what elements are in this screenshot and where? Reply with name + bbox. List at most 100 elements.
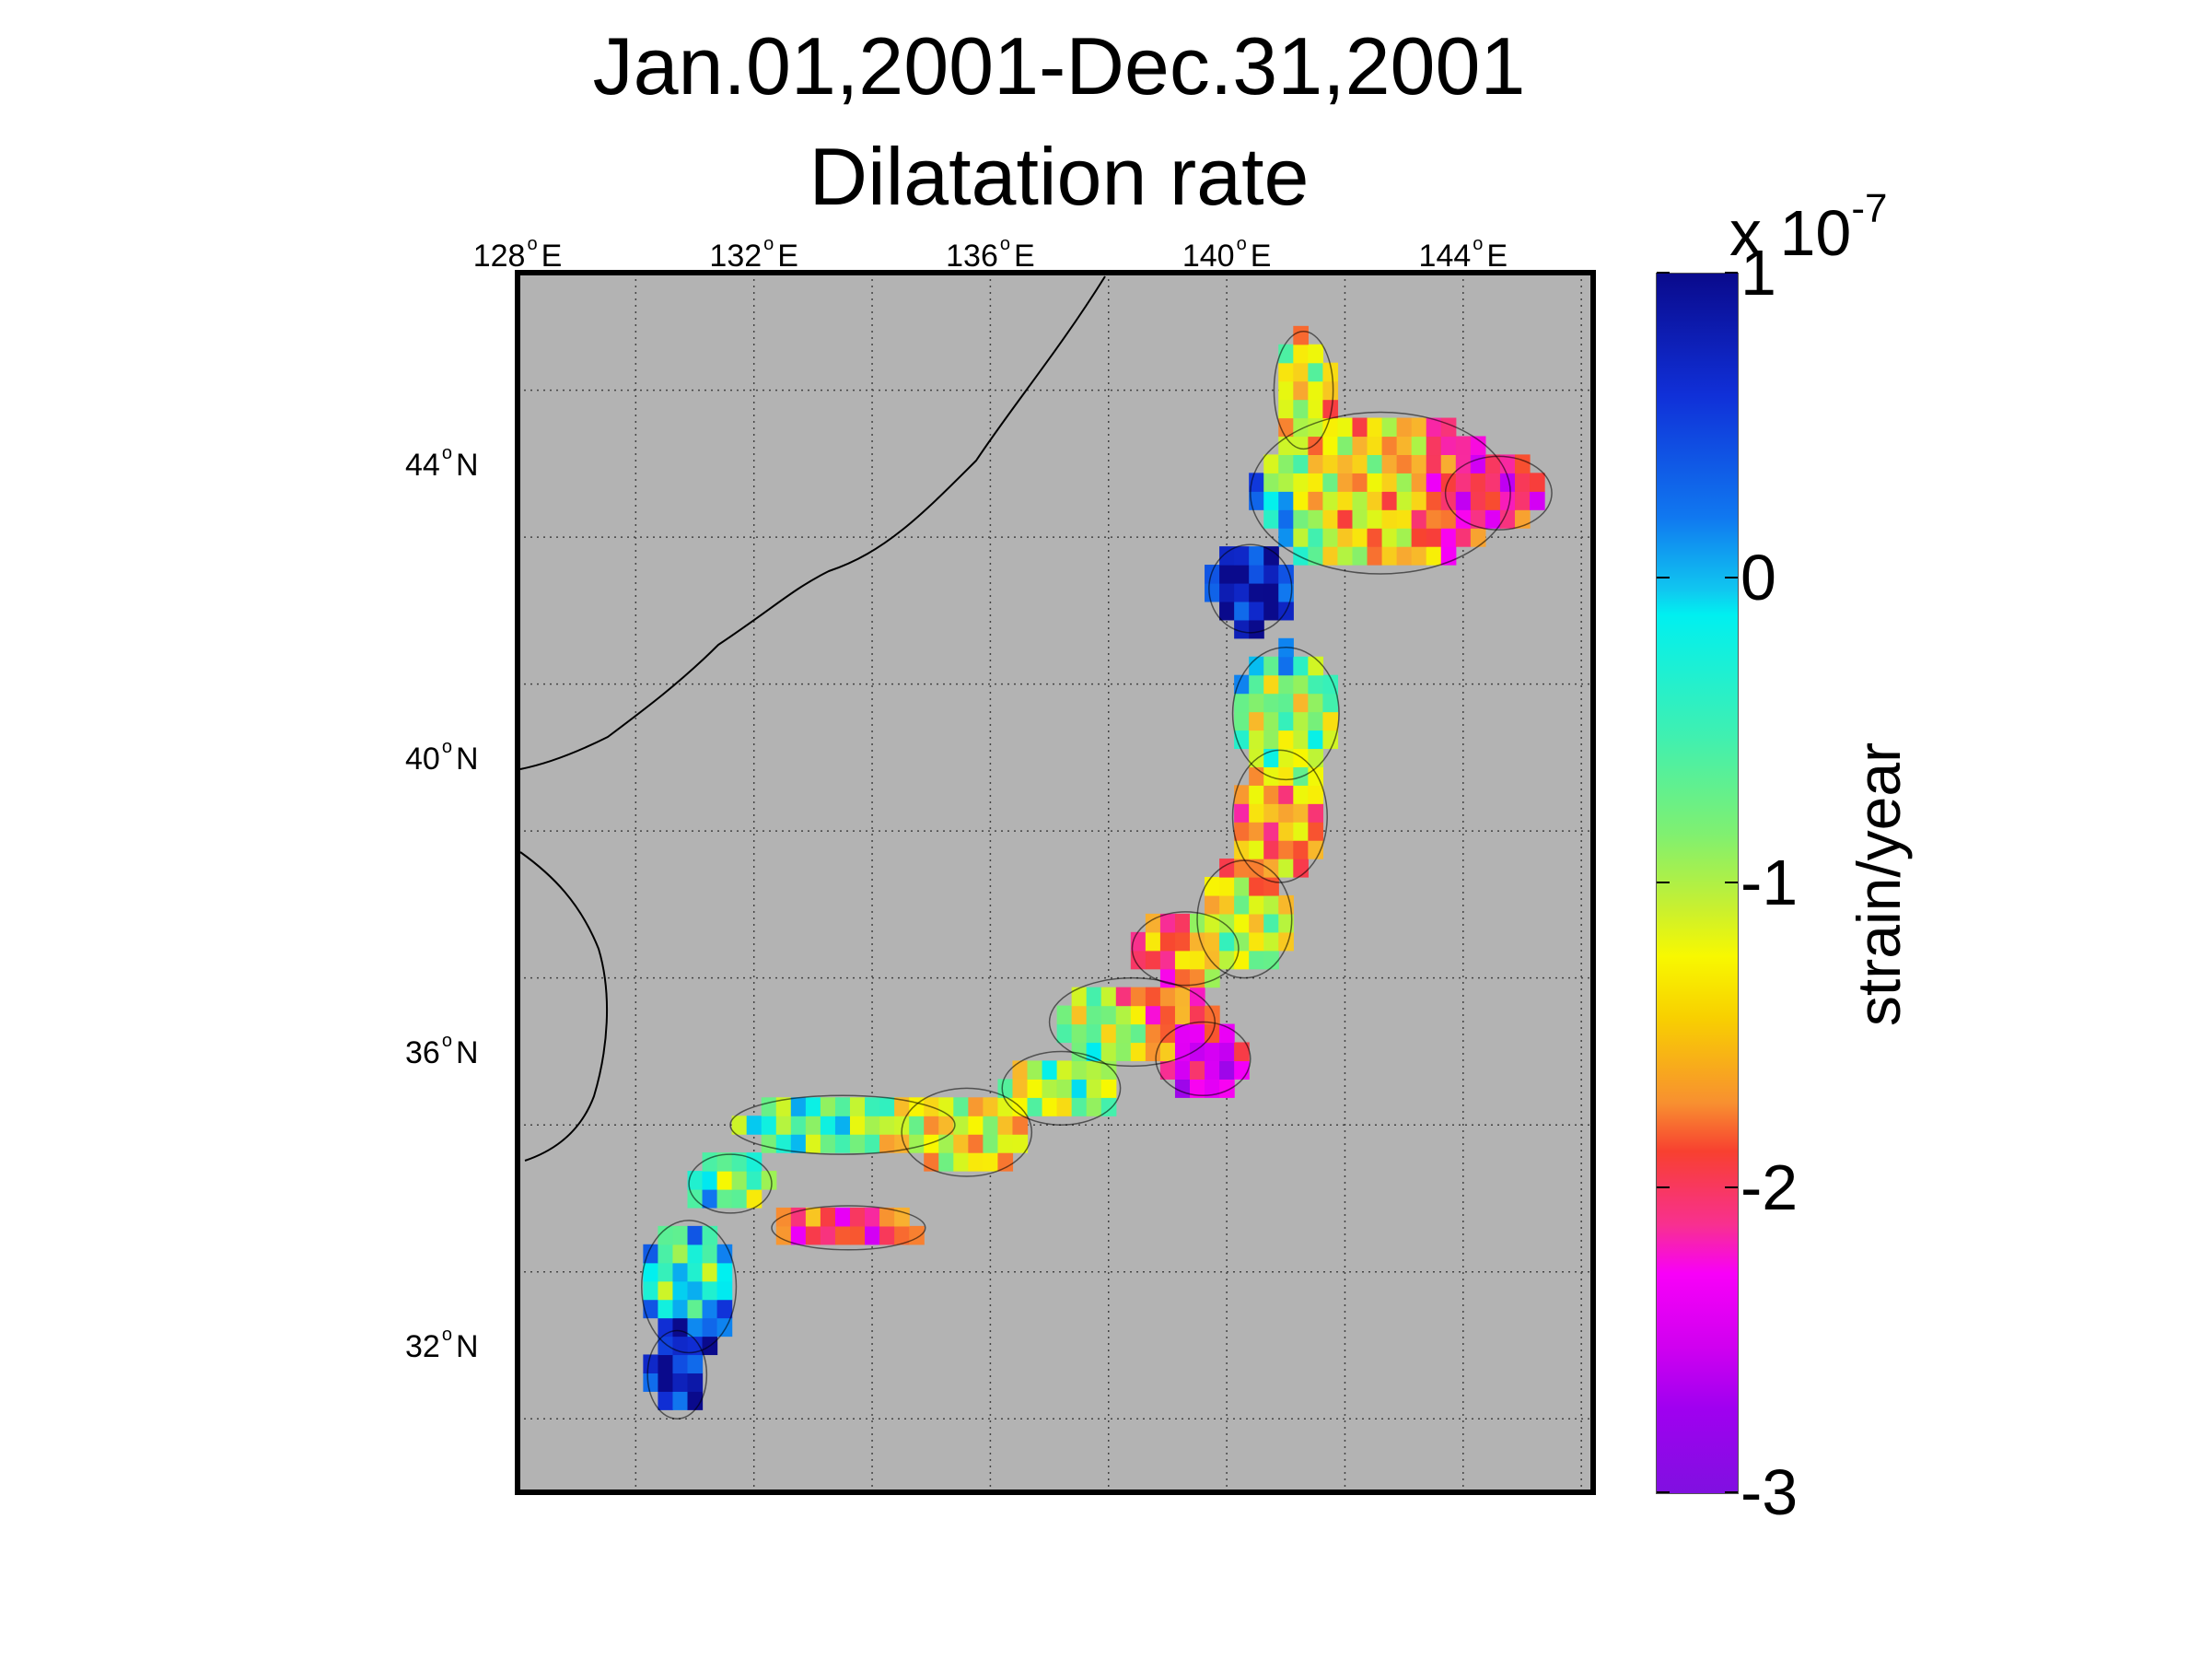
strain-cell — [1308, 380, 1323, 401]
strain-cell — [1219, 601, 1235, 621]
strain-cell — [1470, 491, 1486, 510]
strain-cell — [1293, 362, 1309, 382]
strain-cell — [820, 1116, 836, 1135]
strain-cell — [849, 1225, 866, 1245]
strain-cell — [1308, 454, 1323, 473]
strain-cell — [879, 1116, 895, 1135]
strain-cell — [1130, 987, 1147, 1007]
strain-cell — [1396, 417, 1413, 438]
strain-cell — [924, 1116, 939, 1135]
strain-cell — [1367, 436, 1383, 456]
strain-cell — [1278, 399, 1294, 419]
strain-cell — [1263, 656, 1279, 676]
colorbar-tick-label: 0 — [1740, 542, 1776, 613]
strain-cell — [1219, 1079, 1235, 1098]
strain-cell — [1234, 582, 1250, 602]
strain-cell — [1293, 748, 1309, 767]
strain-cell — [1205, 1079, 1220, 1098]
strain-cell — [1130, 950, 1147, 970]
strain-cell — [1159, 1042, 1176, 1062]
strain-cell — [761, 1134, 777, 1153]
strain-cell — [1042, 1097, 1058, 1116]
strain-cell — [1263, 509, 1279, 529]
colorbar-exponent-power: -7 — [1851, 186, 1888, 231]
strain-cell — [1234, 1042, 1250, 1062]
strain-cell — [643, 1354, 659, 1373]
strain-cell — [672, 1262, 689, 1282]
strain-cell — [1219, 546, 1235, 566]
strain-cell — [643, 1280, 659, 1301]
strain-cell — [643, 1299, 659, 1319]
strain-cell — [1056, 1097, 1073, 1116]
strain-cell — [1470, 473, 1486, 492]
strain-cell — [1263, 601, 1279, 621]
strain-cell — [658, 1354, 674, 1373]
strain-cell — [924, 1152, 939, 1172]
strain-cell — [1071, 1005, 1088, 1025]
strain-cell — [1190, 1060, 1205, 1080]
strain-cell — [1100, 1079, 1117, 1098]
lon-suffix: E — [777, 239, 798, 274]
strain-cell — [1263, 840, 1279, 859]
strain-cell — [1174, 1005, 1191, 1025]
strain-cell — [1278, 803, 1294, 823]
strain-cell — [1130, 1023, 1147, 1044]
lon-tick-label: 128 o E — [473, 234, 563, 275]
strain-cell — [1426, 528, 1442, 547]
island-coastline — [1048, 976, 1217, 1068]
strain-cell — [1337, 417, 1354, 438]
strain-cell — [1263, 454, 1279, 473]
colorbar-tick-mark — [1657, 272, 1670, 274]
strain-cell — [1293, 436, 1309, 456]
strain-cell — [1205, 877, 1220, 896]
strain-cell — [1249, 601, 1264, 621]
strain-cell — [775, 1116, 792, 1135]
island-coastline — [1444, 455, 1553, 531]
strain-cell — [1205, 582, 1220, 602]
strain-cell — [1263, 785, 1279, 804]
strain-cell — [716, 1280, 733, 1301]
strain-cell — [1322, 473, 1339, 492]
strain-cell — [1396, 491, 1413, 510]
strain-cell — [1249, 931, 1264, 952]
strain-cell — [879, 1207, 895, 1227]
lon-suffix: E — [541, 239, 563, 274]
strain-cell — [1352, 546, 1368, 566]
strain-cell — [1293, 656, 1309, 676]
strain-cell — [672, 1373, 689, 1392]
strain-cell — [1219, 1042, 1235, 1062]
strain-cell — [1322, 693, 1339, 713]
strain-cell — [1426, 491, 1442, 510]
strain-cell — [983, 1152, 999, 1172]
strain-cell — [1308, 509, 1323, 529]
strain-cell — [1190, 987, 1205, 1007]
colorbar-tick-mark — [1657, 882, 1670, 883]
lon-suffix: E — [1486, 239, 1508, 274]
lat-suffix: N — [455, 1329, 479, 1365]
strain-cell — [1367, 546, 1383, 566]
strain-cell — [746, 1116, 763, 1135]
strain-cell — [1219, 894, 1235, 915]
strain-cell — [658, 1244, 674, 1264]
strain-cell — [1249, 822, 1264, 841]
strain-cell — [1056, 1023, 1073, 1044]
strain-cell — [702, 1317, 718, 1338]
strain-cell — [1322, 436, 1339, 456]
strain-cell — [702, 1244, 718, 1264]
strain-cell — [1263, 693, 1279, 713]
strain-cell — [1367, 509, 1383, 529]
island-coastline — [1208, 543, 1293, 634]
strain-cell — [1249, 582, 1264, 602]
strain-cell — [1322, 711, 1339, 731]
strain-cell — [1145, 1023, 1161, 1044]
strain-cell — [1263, 674, 1279, 695]
strain-cell — [894, 1207, 910, 1227]
strain-cell — [687, 1171, 704, 1190]
strain-cell — [1322, 491, 1339, 510]
strain-cell — [1249, 656, 1264, 676]
strain-cell — [1174, 968, 1191, 988]
strain-cell — [658, 1373, 674, 1392]
strain-cell — [1293, 785, 1309, 804]
lon-tick-label: 132 o E — [709, 234, 798, 275]
